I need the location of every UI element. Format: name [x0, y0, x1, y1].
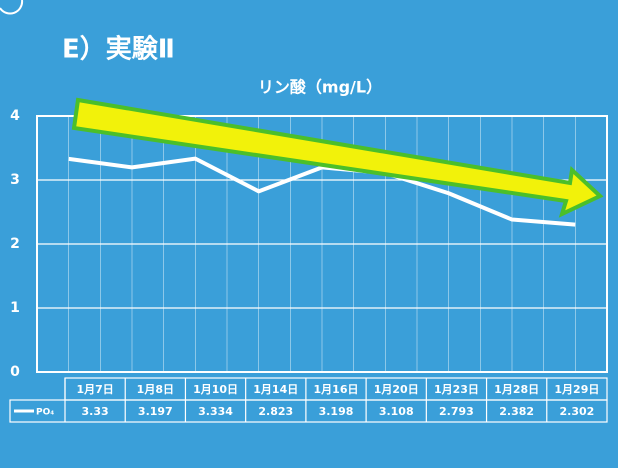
data-label: 2.823: [258, 405, 293, 418]
data-label: 2.382: [499, 405, 534, 418]
chart-title: E）実験Ⅱ: [62, 34, 175, 65]
legend-label: PO₄: [36, 408, 54, 418]
chart-subtitle: リン酸（mg/L）: [258, 78, 382, 97]
x-tick-label: 1月10日: [193, 383, 238, 396]
data-label: 3.108: [379, 405, 414, 418]
x-tick-label: 1月7日: [76, 383, 113, 396]
x-tick-label: 1月20日: [374, 383, 419, 396]
data-label: 3.198: [319, 405, 354, 418]
y-tick-label: 0: [10, 364, 20, 380]
y-tick-label: 4: [10, 108, 20, 124]
trend-arrow: [71, 97, 604, 218]
x-tick-label: 1月28日: [494, 383, 539, 396]
data-label: 3.33: [82, 405, 109, 418]
data-label: 2.793: [439, 405, 474, 418]
data-label: 2.302: [559, 405, 594, 418]
corner-icon: [0, 0, 24, 15]
y-tick-label: 3: [10, 172, 20, 188]
x-tick-label: 1月29日: [554, 383, 599, 396]
data-label: 3.334: [198, 405, 233, 418]
x-tick-label: 1月23日: [434, 383, 479, 396]
x-tick-label: 1月16日: [314, 383, 359, 396]
y-tick-label: 1: [10, 300, 20, 316]
data-line: [68, 156, 576, 227]
data-label: 3.197: [138, 405, 173, 418]
x-tick-label: 1月14日: [253, 383, 298, 396]
y-tick-label: 2: [10, 236, 20, 252]
x-tick-label: 1月8日: [137, 383, 174, 396]
